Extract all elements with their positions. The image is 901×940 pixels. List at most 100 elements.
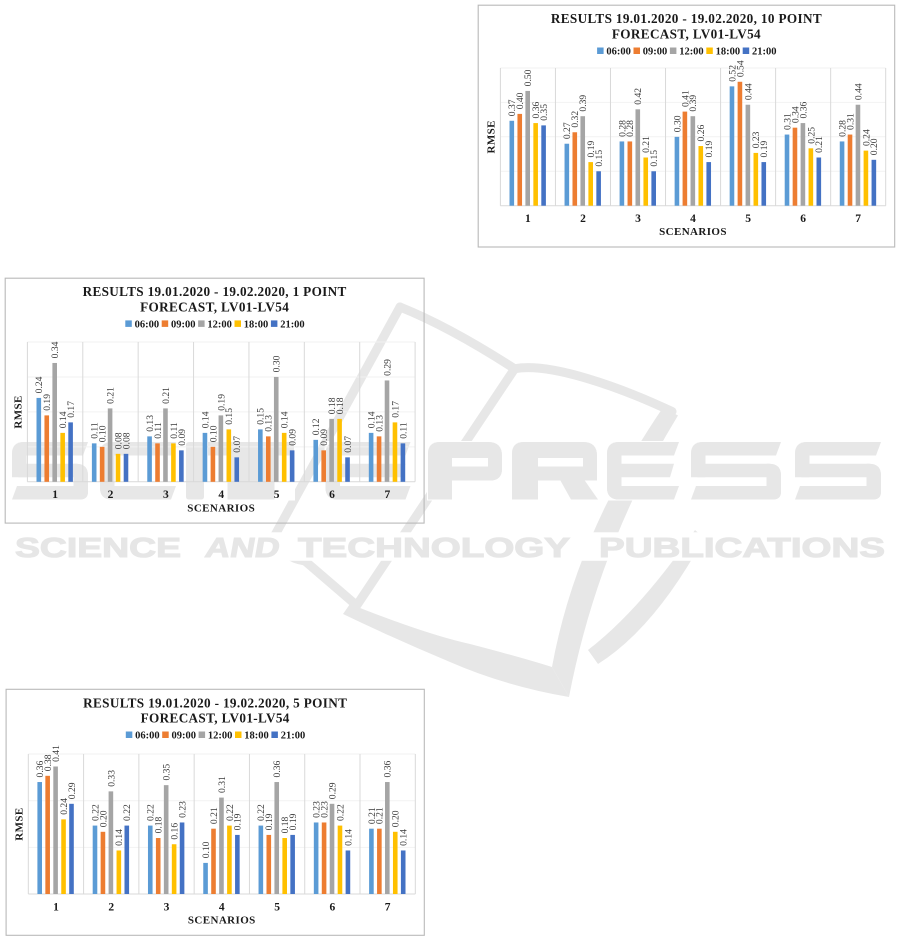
svg-text:FORECAST, LV01-LV54: FORECAST, LV01-LV54 — [612, 26, 761, 41]
svg-text:TECHNOLOGY: TECHNOLOGY — [298, 532, 570, 563]
svg-text:0.15: 0.15 — [256, 408, 267, 425]
svg-text:0.30: 0.30 — [672, 115, 683, 132]
svg-text:0.31: 0.31 — [845, 113, 856, 130]
svg-text:0.33: 0.33 — [106, 770, 117, 787]
svg-text:0.21: 0.21 — [641, 136, 652, 153]
svg-text:0.50: 0.50 — [523, 69, 534, 86]
svg-text:0.19: 0.19 — [586, 140, 597, 157]
svg-text:0.08: 0.08 — [121, 432, 132, 449]
svg-text:0.41: 0.41 — [51, 745, 62, 762]
svg-text:18:00: 18:00 — [244, 731, 268, 742]
svg-text:0.34: 0.34 — [790, 106, 801, 123]
svg-text:RMSE: RMSE — [13, 395, 25, 428]
svg-text:0.52: 0.52 — [727, 65, 738, 82]
svg-text:06:00: 06:00 — [135, 731, 160, 742]
svg-text:5: 5 — [274, 901, 280, 913]
svg-text:0.15: 0.15 — [649, 150, 660, 167]
svg-text:0.22: 0.22 — [335, 804, 346, 821]
svg-text:0.13: 0.13 — [374, 415, 385, 432]
svg-text:AND: AND — [203, 532, 282, 563]
svg-text:0.42: 0.42 — [633, 88, 644, 105]
svg-text:RMSE: RMSE — [14, 807, 26, 840]
svg-text:0.29: 0.29 — [382, 359, 393, 376]
svg-text:0.54: 0.54 — [735, 60, 746, 77]
svg-text:0.28: 0.28 — [625, 120, 636, 137]
svg-text:0.10: 0.10 — [208, 425, 219, 442]
svg-text:0.28: 0.28 — [617, 120, 628, 137]
svg-text:SCIENCE: SCIENCE — [15, 532, 181, 563]
svg-text:0.36: 0.36 — [383, 760, 394, 777]
svg-text:09:00: 09:00 — [172, 731, 197, 742]
svg-text:0.12: 0.12 — [311, 418, 322, 435]
svg-text:SCENARIOS: SCENARIOS — [188, 915, 256, 927]
svg-text:0.36: 0.36 — [272, 760, 283, 777]
svg-text:0.34: 0.34 — [50, 341, 61, 358]
svg-text:0.20: 0.20 — [869, 138, 880, 155]
svg-text:0.21: 0.21 — [209, 807, 220, 824]
svg-text:4: 4 — [218, 489, 224, 501]
svg-text:0.10: 0.10 — [98, 425, 109, 442]
svg-text:AND: AND — [203, 532, 282, 563]
svg-text:FORECAST, LV01-LV54: FORECAST, LV01-LV54 — [141, 711, 290, 726]
svg-text:0.17: 0.17 — [390, 401, 401, 418]
svg-text:0.21: 0.21 — [814, 136, 825, 153]
svg-text:0.19: 0.19 — [264, 813, 275, 830]
svg-text:0.21: 0.21 — [367, 807, 378, 824]
svg-text:0.20: 0.20 — [391, 810, 402, 827]
svg-text:0.24: 0.24 — [861, 129, 872, 146]
svg-text:18:00: 18:00 — [244, 320, 268, 331]
svg-text:0.44: 0.44 — [853, 83, 864, 100]
svg-text:5: 5 — [274, 489, 280, 501]
svg-text:0.36: 0.36 — [798, 101, 809, 118]
svg-text:0.14: 0.14 — [280, 411, 291, 428]
svg-text:0.21: 0.21 — [161, 387, 172, 404]
svg-text:1: 1 — [53, 901, 59, 913]
svg-text:0.19: 0.19 — [704, 140, 715, 157]
svg-text:06:00: 06:00 — [606, 47, 631, 58]
svg-text:0.23: 0.23 — [319, 801, 330, 818]
svg-text:21:00: 21:00 — [280, 320, 305, 331]
svg-text:12:00: 12:00 — [208, 731, 233, 742]
svg-text:0.09: 0.09 — [288, 429, 299, 446]
svg-text:PUBLICATIONS: PUBLICATIONS — [599, 532, 885, 563]
svg-text:0.18: 0.18 — [154, 816, 165, 833]
svg-text:0.18: 0.18 — [280, 816, 291, 833]
svg-text:0.19: 0.19 — [42, 394, 53, 411]
svg-text:RESULTS 19.01.2020 - 19.02.202: RESULTS 19.01.2020 - 19.02.2020, 5 POINT — [83, 695, 347, 710]
svg-text:0.22: 0.22 — [256, 804, 267, 821]
svg-text:12:00: 12:00 — [679, 47, 704, 58]
svg-text:0.38: 0.38 — [43, 754, 54, 771]
svg-text:6: 6 — [800, 213, 806, 225]
svg-text:0.13: 0.13 — [264, 415, 275, 432]
svg-text:3: 3 — [163, 489, 169, 501]
svg-text:0.29: 0.29 — [327, 782, 338, 799]
svg-text:0.11: 0.11 — [398, 422, 409, 439]
svg-text:21:00: 21:00 — [281, 731, 306, 742]
svg-text:0.09: 0.09 — [177, 429, 188, 446]
svg-text:12:00: 12:00 — [207, 320, 232, 331]
svg-text:0.37: 0.37 — [507, 99, 518, 116]
svg-text:5: 5 — [745, 213, 751, 225]
svg-text:0.21: 0.21 — [375, 807, 386, 824]
svg-text:2: 2 — [580, 213, 586, 225]
svg-text:0.18: 0.18 — [335, 397, 346, 414]
svg-text:0.14: 0.14 — [367, 411, 378, 428]
svg-text:0.19: 0.19 — [216, 394, 227, 411]
svg-text:0.36: 0.36 — [35, 760, 46, 777]
svg-text:0.17: 0.17 — [66, 401, 77, 418]
svg-text:0.30: 0.30 — [272, 355, 283, 372]
svg-text:0.15: 0.15 — [224, 408, 235, 425]
svg-text:0.22: 0.22 — [225, 804, 236, 821]
svg-text:0.24: 0.24 — [34, 376, 45, 393]
svg-text:7: 7 — [385, 901, 391, 913]
svg-text:0.26: 0.26 — [696, 124, 707, 141]
svg-text:0.23: 0.23 — [177, 801, 188, 818]
svg-text:0.14: 0.14 — [58, 411, 69, 428]
svg-text:0.11: 0.11 — [153, 422, 164, 439]
svg-text:0.24: 0.24 — [59, 798, 70, 815]
svg-text:0.11: 0.11 — [169, 422, 180, 439]
svg-text:0.10: 0.10 — [201, 841, 212, 858]
svg-text:21:00: 21:00 — [752, 47, 777, 58]
svg-text:SCENARIOS: SCENARIOS — [659, 226, 727, 238]
svg-text:0.39: 0.39 — [578, 95, 589, 112]
